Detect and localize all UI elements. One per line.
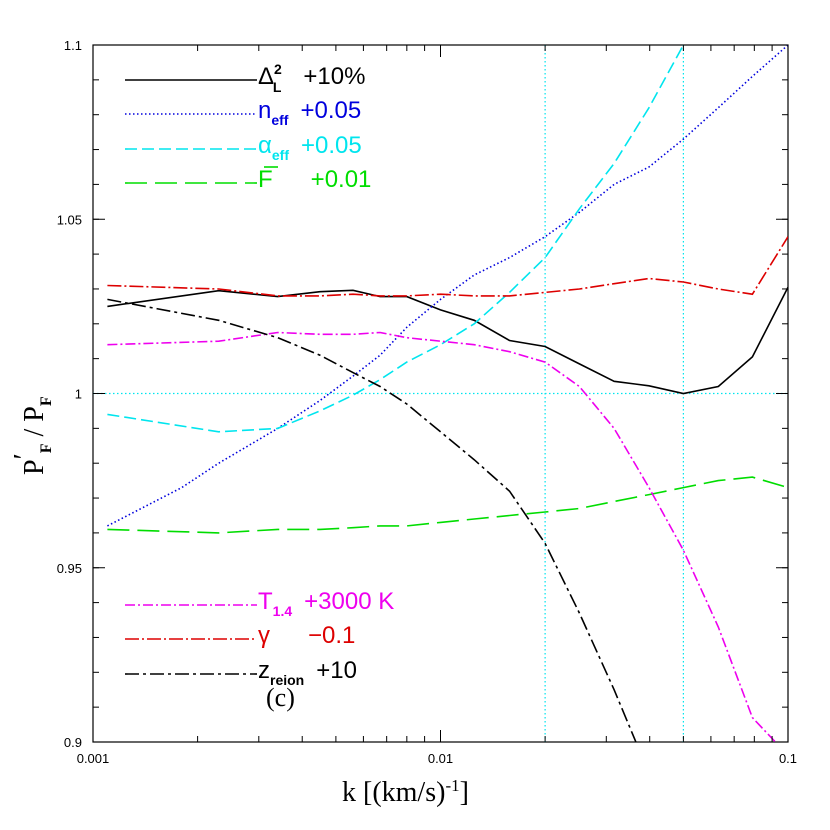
y-tick-label-2: 1 [75, 387, 82, 402]
legend-label-6: zreion +10 [258, 657, 357, 688]
legend-label-4: T1.4 +3000 K [258, 588, 394, 619]
legend-label-2: αeff +0.05 [258, 132, 362, 163]
legend-label-5: γ −0.1 [258, 622, 355, 649]
series-line-1 [107, 45, 788, 527]
series-line-5 [107, 236, 788, 297]
x-axis-title: k [(km/s)-1] [342, 776, 469, 808]
y-axis-title: P′F / PF [9, 396, 55, 475]
legend-label-1: neff +0.05 [258, 97, 361, 128]
y-tick-label-0: 0.9 [64, 735, 82, 750]
series-line-3 [107, 476, 788, 534]
legend-label-0: Δ2 L +10% [258, 61, 365, 95]
x-tick-label-1: 0.01 [428, 751, 453, 766]
series-line-6 [107, 298, 637, 742]
y-tick-label-3: 1.05 [57, 212, 82, 227]
series-line-0 [107, 286, 788, 395]
x-tick-label-2: 0.1 [779, 751, 797, 766]
legend-label-3: F +0.01 [258, 166, 371, 193]
x-tick-label-0: 0.001 [77, 751, 110, 766]
series-line-4 [107, 331, 776, 742]
y-tick-label-1: 0.95 [57, 561, 82, 576]
series-line-2 [107, 45, 685, 433]
panel-label: (c) [266, 683, 295, 712]
y-tick-label-4: 1.1 [64, 38, 82, 53]
